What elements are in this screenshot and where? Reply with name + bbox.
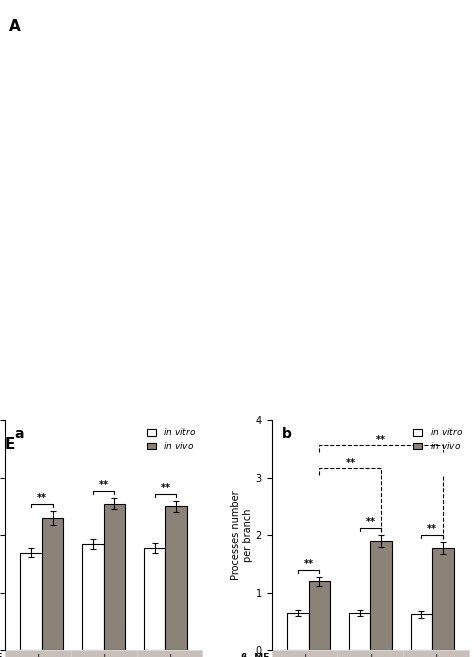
- Bar: [165, 507, 187, 650]
- Text: b: b: [282, 427, 292, 441]
- Bar: [287, 613, 309, 650]
- Text: **: **: [376, 435, 386, 445]
- Text: **: **: [160, 483, 170, 493]
- Legend: $\it{in\ vitro}$, $\it{in\ vivo}$: $\it{in\ vitro}$, $\it{in\ vivo}$: [145, 424, 198, 453]
- Text: A: A: [9, 18, 21, 34]
- Text: **: **: [304, 558, 314, 569]
- Text: **: **: [365, 517, 375, 527]
- Bar: [370, 541, 392, 650]
- Text: **: **: [99, 480, 109, 489]
- Text: **: **: [37, 493, 47, 503]
- Bar: [20, 553, 42, 650]
- Bar: [144, 548, 165, 650]
- Bar: [410, 614, 432, 650]
- Bar: [82, 544, 104, 650]
- Y-axis label: Processes number
per branch: Processes number per branch: [231, 491, 253, 580]
- Bar: [432, 548, 454, 650]
- Text: E: E: [5, 437, 15, 452]
- Text: **: **: [427, 524, 437, 534]
- Text: a: a: [15, 427, 24, 441]
- Bar: [104, 504, 125, 650]
- Bar: [42, 518, 64, 650]
- Bar: [349, 613, 370, 650]
- Text: **: **: [346, 458, 356, 468]
- Bar: [309, 581, 330, 650]
- Legend: $\it{in\ vitro}$, $\it{in\ vivo}$: $\it{in\ vitro}$, $\it{in\ vivo}$: [411, 424, 465, 453]
